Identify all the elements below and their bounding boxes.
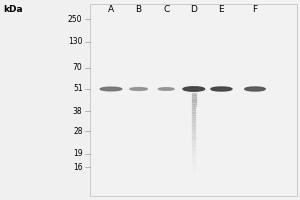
Bar [192, 123, 195, 126]
Bar [192, 152, 195, 154]
Bar [193, 165, 195, 167]
Bar [193, 173, 195, 176]
Bar [193, 169, 195, 171]
Text: F: F [252, 4, 258, 14]
Bar [193, 171, 195, 173]
Bar [193, 158, 195, 160]
Bar [192, 147, 195, 150]
Bar [192, 149, 195, 152]
Bar [192, 132, 195, 134]
Bar [192, 115, 195, 117]
Bar [192, 138, 195, 141]
Ellipse shape [245, 87, 265, 91]
Bar [192, 125, 195, 128]
Text: C: C [163, 4, 169, 14]
Text: B: B [136, 4, 142, 14]
Text: 38: 38 [73, 106, 82, 116]
Ellipse shape [183, 87, 205, 91]
Bar [193, 178, 195, 180]
Bar [192, 130, 195, 132]
Bar [192, 95, 196, 97]
Bar [192, 93, 196, 95]
Text: 51: 51 [73, 84, 82, 93]
Text: 16: 16 [73, 162, 82, 171]
Bar [192, 104, 196, 106]
Bar [90, 0, 300, 200]
Bar [192, 128, 195, 130]
Bar [193, 156, 195, 158]
Bar [192, 99, 196, 102]
Text: 250: 250 [68, 15, 83, 23]
Text: 70: 70 [73, 64, 82, 72]
Ellipse shape [100, 87, 122, 91]
Ellipse shape [130, 88, 147, 90]
Bar [192, 97, 196, 100]
Bar [192, 154, 195, 156]
Text: D: D [190, 4, 197, 14]
Bar [193, 160, 195, 163]
Text: E: E [219, 4, 224, 14]
Bar [192, 143, 195, 145]
Text: A: A [108, 4, 114, 14]
Bar [192, 110, 196, 113]
Text: 19: 19 [73, 150, 82, 158]
Bar [192, 141, 195, 143]
Bar [192, 136, 195, 139]
Bar [192, 119, 195, 121]
Bar [192, 112, 196, 115]
Bar [192, 145, 195, 147]
Bar [0, 0, 90, 200]
Ellipse shape [211, 87, 232, 91]
Bar [192, 121, 195, 123]
Bar [193, 167, 195, 169]
Ellipse shape [158, 88, 174, 90]
Bar [193, 162, 195, 165]
Bar [192, 108, 196, 110]
Bar [192, 106, 196, 108]
Bar [193, 175, 195, 178]
Text: 28: 28 [73, 127, 82, 136]
Bar [192, 117, 195, 119]
Bar [90, 4, 297, 196]
Bar [192, 101, 196, 104]
Text: kDa: kDa [3, 4, 22, 14]
Text: 130: 130 [68, 38, 83, 46]
Bar [192, 134, 195, 136]
